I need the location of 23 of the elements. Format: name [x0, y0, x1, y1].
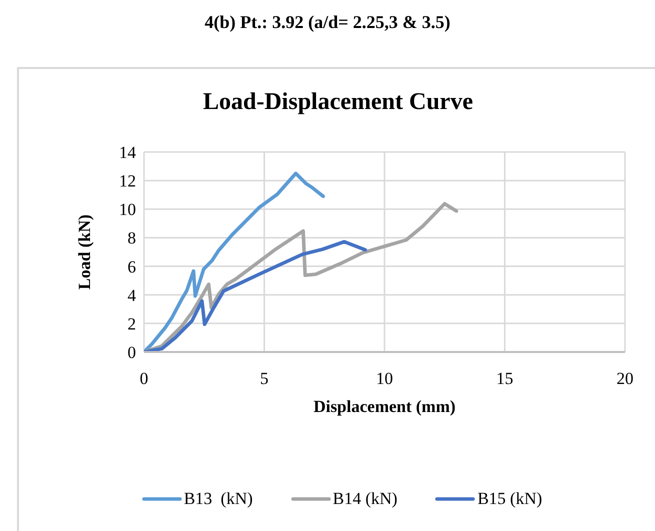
x-tick-label: 20 — [616, 369, 634, 388]
y-tick-label: 14 — [119, 143, 136, 162]
line-series — [144, 240, 368, 352]
y-axis-title: Load (kN) — [75, 214, 94, 290]
y-tick-label: 4 — [128, 286, 136, 305]
x-tick-label: 5 — [260, 369, 268, 388]
x-tick-label: 15 — [496, 369, 514, 388]
chart-subtitle: 4(b) Pt.: 3.92 (a/d= 2.25,3 & 3.5) — [204, 12, 452, 33]
x-tick-label: 0 — [140, 369, 148, 388]
y-tick-label: 6 — [128, 257, 136, 276]
legend-label: B14 (kN) — [332, 489, 398, 509]
legend-label: B15 (kN) — [477, 489, 542, 509]
chart-title: Load-Displacement Curve — [202, 89, 474, 116]
y-tick-label: 2 — [128, 314, 136, 334]
y-tick-label: 0 — [128, 343, 136, 362]
x-tick-label: 10 — [376, 369, 393, 388]
y-tick-label: 10 — [119, 200, 136, 220]
line-series — [144, 202, 458, 352]
y-tick-label: 8 — [128, 228, 136, 248]
line-series — [144, 172, 325, 352]
legend-label: B13 (kN) — [184, 489, 253, 509]
x-axis-title: Displacement (mm) — [313, 397, 456, 416]
y-tick-label: 12 — [119, 172, 136, 191]
